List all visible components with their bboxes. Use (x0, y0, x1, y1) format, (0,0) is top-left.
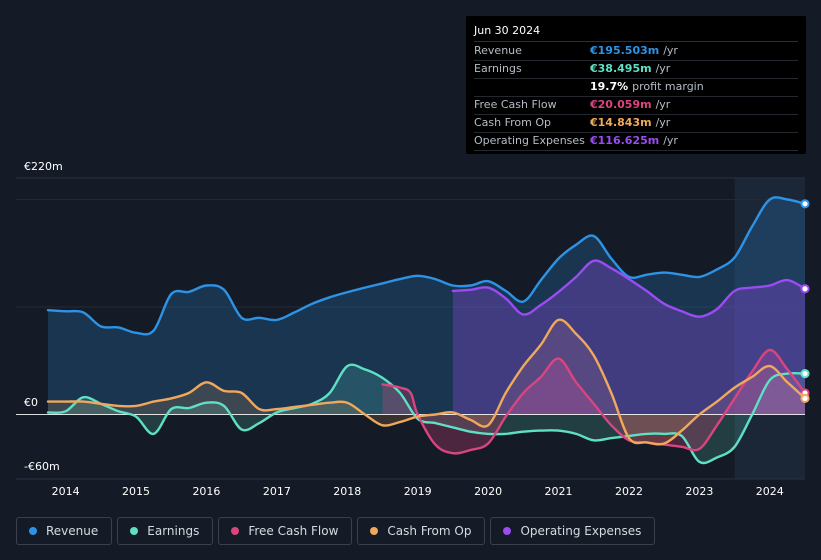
tooltip-row-cfo: Cash From Op €14.843m /yr (474, 115, 798, 133)
tooltip-unit: /yr (655, 116, 671, 129)
y-label-top: €220m (24, 160, 63, 173)
y-label-zero: €0 (24, 396, 38, 409)
tooltip-row-opex: Operating Expenses €116.625m /yr (474, 133, 798, 151)
legend-item-free-cash-flow[interactable]: Free Cash Flow (218, 517, 353, 545)
legend-dot-icon (130, 527, 139, 535)
tooltip-row-earnings: Earnings €38.495m /yr (474, 61, 798, 79)
legend-label: Earnings (147, 524, 200, 538)
x-tick-label: 2017 (263, 485, 291, 498)
tooltip-date: Jun 30 2024 (474, 23, 798, 42)
x-tick-label: 2020 (474, 485, 502, 498)
tooltip-row-margin: 19.7% profit margin (474, 79, 798, 97)
y-label-bottom: -€60m (24, 460, 60, 473)
series-end-marker-cash-from-op (800, 393, 810, 403)
legend-dot-icon (29, 527, 37, 535)
tooltip-unit: /yr (655, 62, 671, 75)
tooltip-value: €195.503m (590, 44, 660, 57)
x-tick-label: 2018 (333, 485, 361, 498)
tooltip-unit: profit margin (632, 80, 704, 93)
x-tick-label: 2015 (122, 485, 150, 498)
tooltip-value: €38.495m (590, 62, 652, 75)
series-end-marker-revenue (800, 199, 810, 209)
x-tick-label: 2021 (545, 485, 573, 498)
tooltip-label: Cash From Op (474, 116, 552, 129)
x-tick-label: 2019 (404, 485, 432, 498)
series-line-free-cash-flow (381, 348, 807, 455)
series-end-marker-operating-expenses (800, 284, 810, 294)
tooltip-unit: /yr (663, 134, 678, 147)
series-line-operating-expenses (451, 259, 807, 318)
series-area-free-cash-flow (382, 349, 805, 454)
legend-label: Revenue (46, 524, 99, 538)
tooltip-label: Revenue (474, 44, 522, 57)
tooltip-value: €20.059m (590, 98, 652, 111)
legend-dot-icon (370, 527, 379, 535)
legend-item-cash-from-op[interactable]: Cash From Op (357, 517, 486, 545)
tooltip-unit: /yr (663, 44, 678, 57)
legend-item-earnings[interactable]: Earnings (117, 517, 214, 545)
legend-label: Operating Expenses (520, 524, 642, 538)
tooltip-row-revenue: Revenue €195.503m /yr (474, 43, 798, 61)
chart-legend: Revenue Earnings Free Cash Flow Cash Fro… (16, 517, 656, 545)
legend-label: Free Cash Flow (248, 524, 339, 538)
series-line-cash-from-op (46, 318, 807, 446)
legend-dot-icon (503, 527, 512, 535)
x-tick-label: 2022 (615, 485, 643, 498)
legend-item-operating-expenses[interactable]: Operating Expenses (490, 517, 656, 545)
tooltip-value: €116.625m (590, 134, 660, 147)
tooltip-label: Free Cash Flow (474, 98, 557, 111)
legend-dot-icon (231, 527, 240, 535)
tooltip-row-fcf: Free Cash Flow €20.059m /yr (474, 97, 798, 115)
tooltip-label (474, 79, 590, 96)
tooltip-unit: /yr (655, 98, 671, 111)
x-tick-label: 2014 (52, 485, 80, 498)
legend-item-revenue[interactable]: Revenue (16, 517, 113, 545)
tooltip-value: €14.843m (590, 116, 652, 129)
series-line-earnings (46, 363, 807, 465)
x-tick-label: 2016 (192, 485, 220, 498)
series-area-cash-from-op (48, 319, 805, 445)
legend-label: Cash From Op (387, 524, 472, 538)
series-end-marker-earnings (800, 369, 810, 379)
tooltip-label: Earnings (474, 62, 522, 75)
x-tick-label: 2023 (685, 485, 713, 498)
series-line-revenue (46, 196, 807, 336)
data-tooltip: Jun 30 2024 Revenue €195.503m /yr Earnin… (466, 16, 806, 154)
tooltip-label: Operating Expenses (474, 134, 585, 147)
tooltip-value: 19.7% (590, 80, 629, 93)
series-area-revenue (48, 197, 805, 415)
x-tick-label: 2024 (756, 485, 784, 498)
series-area-earnings (48, 364, 805, 464)
